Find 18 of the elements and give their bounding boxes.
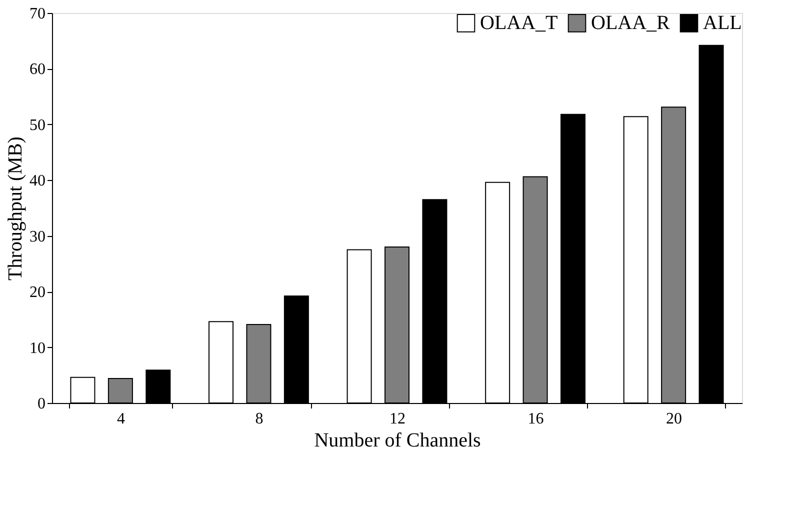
- x-tick-label: 12: [390, 410, 406, 428]
- y-tick-label: 20: [30, 284, 46, 302]
- legend-label: OLAA_T: [480, 12, 558, 34]
- x-axis-title: Number of Channels: [314, 430, 482, 452]
- x-tick-label: 4: [116, 410, 125, 428]
- y-tick-label: 50: [30, 116, 46, 134]
- x-tick-label: 8: [255, 410, 264, 428]
- y-tick-label: 40: [30, 172, 46, 190]
- y-tick-label: 70: [30, 6, 46, 22]
- legend-label: ALL: [703, 12, 742, 34]
- x-tick-label: 20: [666, 410, 682, 428]
- y-tick-label: 60: [30, 61, 46, 78]
- y-tick-label: 10: [30, 340, 46, 357]
- y-tick-label: 0: [38, 396, 46, 412]
- legend-label: OLAA_R: [591, 12, 671, 34]
- y-axis-title: Throughput (MB): [4, 136, 26, 280]
- y-tick-label: 30: [30, 228, 46, 246]
- x-tick-label: 16: [528, 410, 544, 428]
